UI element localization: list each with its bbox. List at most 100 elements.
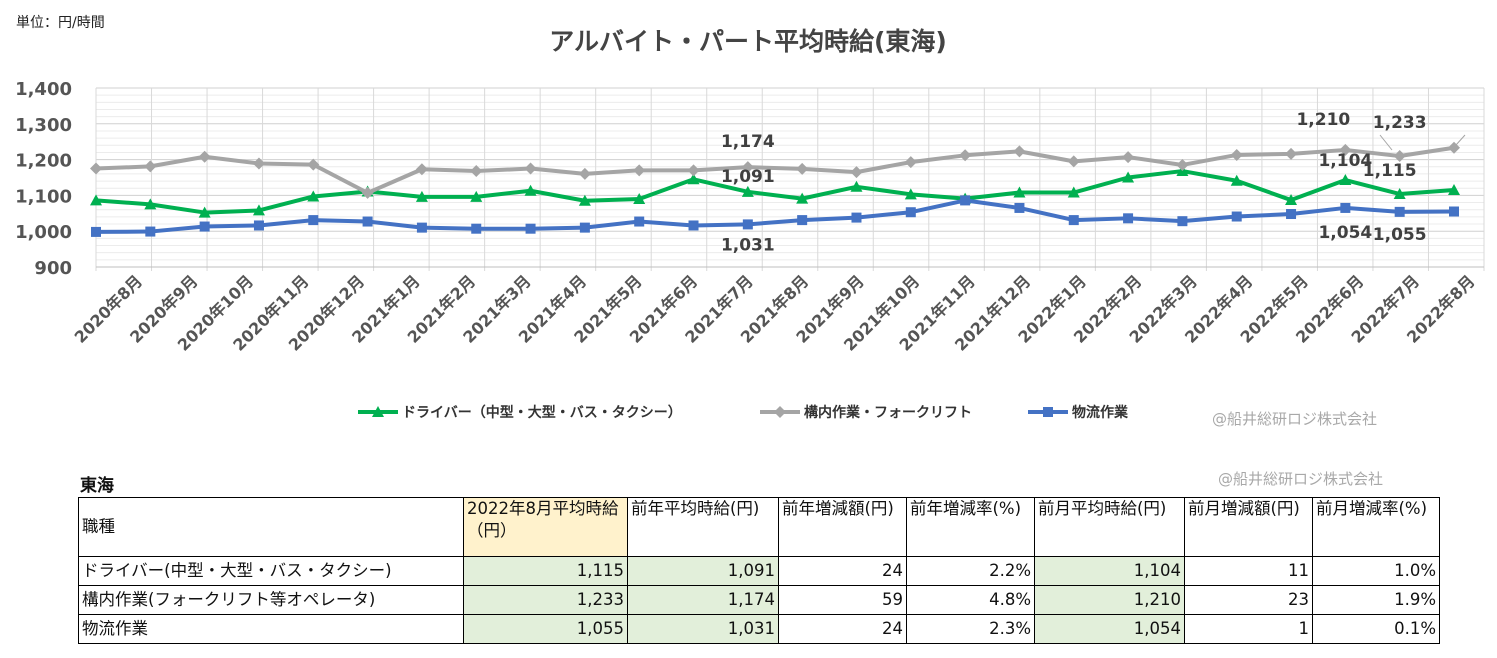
table-row: ドライバー(中型・大型・バス・タクシー) 1,115 1,091 24 2.2%…: [78, 556, 1440, 586]
data-point: [633, 164, 646, 177]
data-point: [253, 220, 264, 231]
legend-triangle-icon: [358, 406, 398, 417]
table-cell: 2.2%: [906, 556, 1035, 586]
data-point: [91, 226, 101, 237]
data-point: [198, 150, 211, 163]
data-point: [1177, 216, 1188, 227]
data-label: 1,104: [1318, 151, 1372, 171]
table-cell: 物流作業: [78, 614, 464, 644]
data-point: [1014, 202, 1025, 213]
table-cell: 11: [1184, 556, 1313, 586]
data-point: [1448, 141, 1460, 154]
data-point: [579, 222, 590, 233]
data-point: [1230, 148, 1243, 161]
data-point: [1067, 186, 1080, 198]
data-point: [524, 162, 537, 175]
table-cell: 1,115: [463, 556, 628, 586]
data-label: 1,210: [1296, 110, 1350, 130]
table-cell: 1,055: [463, 614, 628, 644]
data-label: 1,031: [721, 235, 775, 255]
data-label: 1,055: [1373, 225, 1427, 245]
header-cell: 職種: [78, 497, 464, 557]
legend-label-logistics: 物流作業: [1072, 405, 1128, 421]
legend-label-forklift: 構内作業・フォークリフト: [804, 405, 972, 421]
data-point: [144, 198, 157, 210]
table-cell: 1,031: [627, 614, 779, 644]
data-point: [252, 204, 265, 216]
data-point: [1123, 213, 1134, 224]
table-cell: 1.9%: [1312, 585, 1440, 615]
data-point: [1339, 174, 1352, 186]
table-cell: ドライバー(中型・大型・バス・タクシー): [78, 556, 464, 586]
series-line-2: [95, 198, 1455, 234]
data-point: [1393, 150, 1406, 163]
data-point: [578, 167, 591, 180]
data-point: [416, 222, 427, 233]
header-cell: 前年増減率(%): [906, 497, 1035, 557]
header-cell: 前年平均時給(円): [627, 497, 779, 557]
data-point: [361, 186, 374, 199]
y-tick-label: 900: [34, 258, 72, 279]
data-labels: 1,174 1,091 1,031 1,210 1,104 1,054 1,233 1,115…: [721, 110, 1466, 255]
data-point: [1067, 155, 1080, 168]
data-point: [415, 190, 428, 202]
data-point: [145, 226, 156, 237]
data-point: [1286, 209, 1297, 220]
data-point: [1285, 147, 1298, 160]
watermark-table: @船井総研ロジ株式会社: [1218, 470, 1384, 488]
table-cell: 24: [778, 556, 907, 586]
data-point: [687, 164, 700, 177]
data-point: [688, 220, 699, 231]
header-cell: 2022年8月平均時給（円）: [463, 497, 628, 557]
data-point: [578, 194, 591, 206]
data-point: [470, 190, 483, 202]
data-label: 1,174: [721, 132, 775, 152]
data-point: [1340, 202, 1351, 213]
y-tick-label: 1,200: [15, 151, 72, 172]
data-point: [797, 215, 808, 226]
y-tick-label: 1,300: [15, 115, 72, 136]
data-point: [1231, 211, 1242, 222]
header-cell: 前月平均時給(円): [1034, 497, 1185, 557]
data-point: [687, 173, 700, 185]
header-cell: 前月増減率(%): [1312, 497, 1440, 557]
table-cell: 23: [1184, 585, 1313, 615]
y-tick-label: 1,000: [15, 222, 72, 243]
data-point: [796, 192, 809, 204]
data-point: [960, 195, 971, 206]
data-point: [362, 216, 373, 227]
data-label: 1,233: [1373, 113, 1427, 133]
unit-label: 単位：円/時間: [16, 15, 105, 31]
table-cell: 1,233: [463, 585, 628, 615]
wage-table: 職種 2022年8月平均時給（円） 前年平均時給(円) 前年増減額(円) 前年増…: [78, 497, 1440, 644]
table-cell: 1: [1184, 614, 1313, 644]
data-point: [796, 162, 809, 175]
data-point: [1339, 143, 1352, 156]
data-point: [415, 163, 428, 176]
table-cell: 4.8%: [906, 585, 1035, 615]
line-chart: アルバイト・パート平均時給(東海) 900 1,000 1,100 1,200 1,30…: [15, 27, 1485, 355]
table-cell: 1,174: [627, 585, 779, 615]
data-point: [634, 216, 645, 227]
y-axis-ticks: 900 1,000 1,100 1,200 1,300 1,400: [15, 79, 72, 279]
data-label: 1,054: [1318, 223, 1372, 243]
gridlines: [95, 87, 1485, 271]
y-tick-label: 1,400: [15, 79, 72, 100]
data-point: [633, 192, 646, 204]
header-cell: 前年増減額(円): [778, 497, 907, 557]
data-point: [1393, 187, 1406, 199]
table-cell: 1,104: [1034, 556, 1185, 586]
data-label: 1,091: [721, 167, 775, 187]
table-cell: 0.1%: [1312, 614, 1440, 644]
data-point: [252, 157, 265, 170]
data-point: [90, 162, 102, 175]
data-point: [525, 223, 536, 234]
data-label: 1,115: [1363, 161, 1417, 181]
legend-item-driver: ドライバー（中型・大型・バス・タクシー）: [358, 402, 682, 422]
label-leader: [1455, 134, 1466, 146]
table-region-title: 東海: [80, 476, 114, 496]
data-point: [308, 215, 319, 226]
series-line-0: [95, 169, 1455, 215]
data-point: [1176, 158, 1189, 171]
data-point: [199, 221, 210, 232]
